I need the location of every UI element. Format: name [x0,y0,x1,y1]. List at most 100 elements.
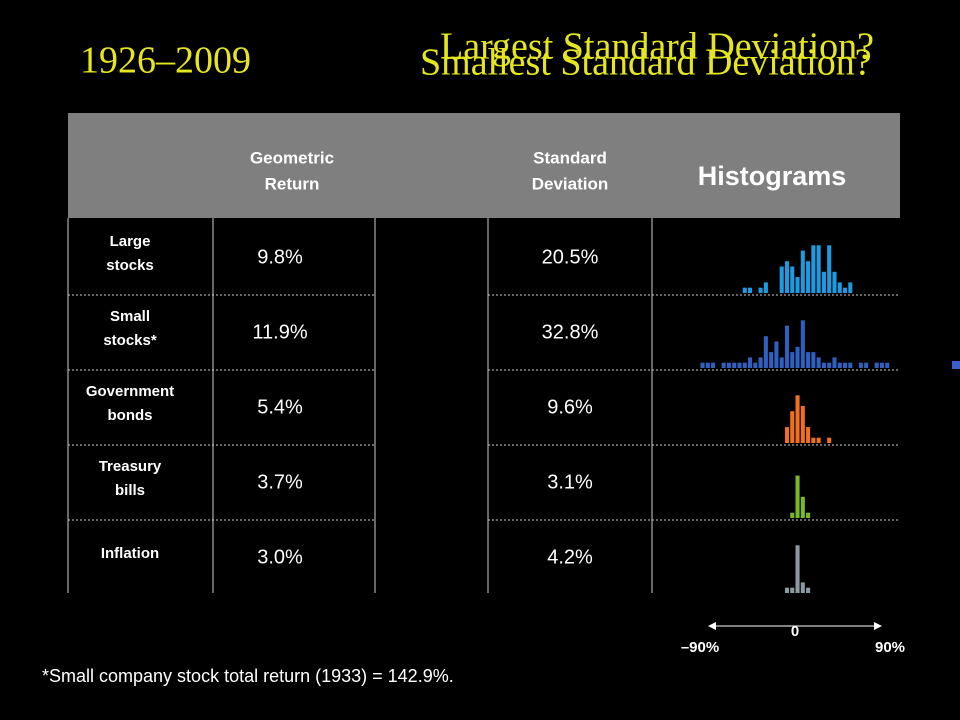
histogram-bar [758,357,763,368]
column-header: Geometric [250,148,334,167]
histogram-bar [816,437,821,443]
histogram-bar [795,346,800,368]
histogram-bar [795,395,800,443]
arrow-head [708,622,716,630]
histogram-bar [711,362,716,368]
row-label: stocks* [103,332,157,349]
histogram-bar [827,362,832,368]
histogram-bar [816,357,821,368]
row-label: bills [115,482,145,499]
histogram-bar [832,271,837,293]
std-dev: 32.8% [542,321,599,343]
histogram-bar [763,282,768,293]
histogram-bar [821,271,826,293]
histogram-bar [864,362,869,368]
histogram-bar [779,357,784,368]
histogram-bar [821,362,826,368]
histogram-bar [879,362,885,368]
histogram-bar [790,266,795,293]
std-dev: 9.6% [547,396,593,418]
histogram-bar [742,362,747,368]
column-header: Return [265,174,320,193]
row-label: Large [110,233,151,250]
geometric-return: 3.7% [257,471,303,493]
histogram-bar [769,352,774,368]
histogram-bar [806,587,811,593]
histogram-bar [732,362,737,368]
row-label: bonds [108,407,153,424]
histogram-bar [721,362,726,368]
row-label: Treasury [99,458,162,475]
std-dev: 3.1% [547,471,593,493]
histogram-bar [832,357,837,368]
headline: Largest Standard Deviation? [440,26,874,68]
histogram-bar [800,405,805,443]
histogram-bar [848,362,853,368]
histogram-bar [885,362,890,368]
histogram-bar [800,320,805,368]
row-label: Small [110,308,150,325]
histogram-bar [742,287,747,293]
histogram-bar [806,427,811,443]
histogram-bar [774,341,779,368]
histogram-bar [790,411,795,443]
marker [952,361,960,369]
histogram-bar [737,362,742,368]
histogram-bar [837,362,842,368]
arrow-head [874,622,882,630]
histogram-bar [726,362,731,368]
std-dev: 20.5% [542,246,599,268]
histogram-bar [811,352,816,368]
histogram-bar [784,325,790,368]
histogram-bar [784,427,790,443]
slide-title: 1926–2009 [80,40,251,82]
column-header: Deviation [532,174,609,193]
histogram-bar [800,582,805,593]
histogram-bar [700,362,705,368]
geometric-return: 5.4% [257,396,303,418]
row-label: stocks [106,257,154,274]
histogram-bar [790,587,795,593]
headline: Smallest Standard Deviation? [420,42,872,84]
column-header: Histograms [698,161,847,191]
axis-tick-label: –90% [681,639,719,656]
histogram-bar [795,545,800,593]
histogram-bar [837,282,842,293]
histogram-bar [758,287,763,293]
histogram-bar [843,362,848,368]
histogram-bar [790,352,795,368]
geometric-return: 3.0% [257,546,303,568]
histogram-bar [800,496,805,518]
histogram-bar [843,287,848,293]
axis-tick-label: 0 [791,623,799,640]
histogram-bar [827,245,832,293]
histogram-bar [753,362,758,368]
histogram-bar [795,277,800,293]
histogram-bar [748,287,753,293]
column-header: Standard [533,148,607,167]
table-header [68,113,900,218]
geometric-return: 11.9% [252,321,307,343]
histogram-bar [779,266,784,293]
histogram-bar [827,437,832,443]
histogram-bar [806,352,811,368]
histogram-bar [811,245,816,293]
histogram-bar [806,261,811,293]
histogram-bar [748,357,753,368]
histogram-bar [816,245,821,293]
histogram-bar [858,362,863,368]
std-dev: 4.2% [547,546,593,568]
geometric-return: 9.8% [257,246,303,268]
histogram-bar [811,437,816,443]
histogram-bar [848,282,853,293]
histogram-bar [784,587,790,593]
histogram-bar [705,362,710,368]
row-label: Inflation [101,545,159,562]
histogram-bar [874,362,879,368]
histogram-bar [763,336,768,368]
histogram-bar [784,261,790,293]
histogram-bar [806,512,811,518]
histogram-bar [790,512,795,518]
